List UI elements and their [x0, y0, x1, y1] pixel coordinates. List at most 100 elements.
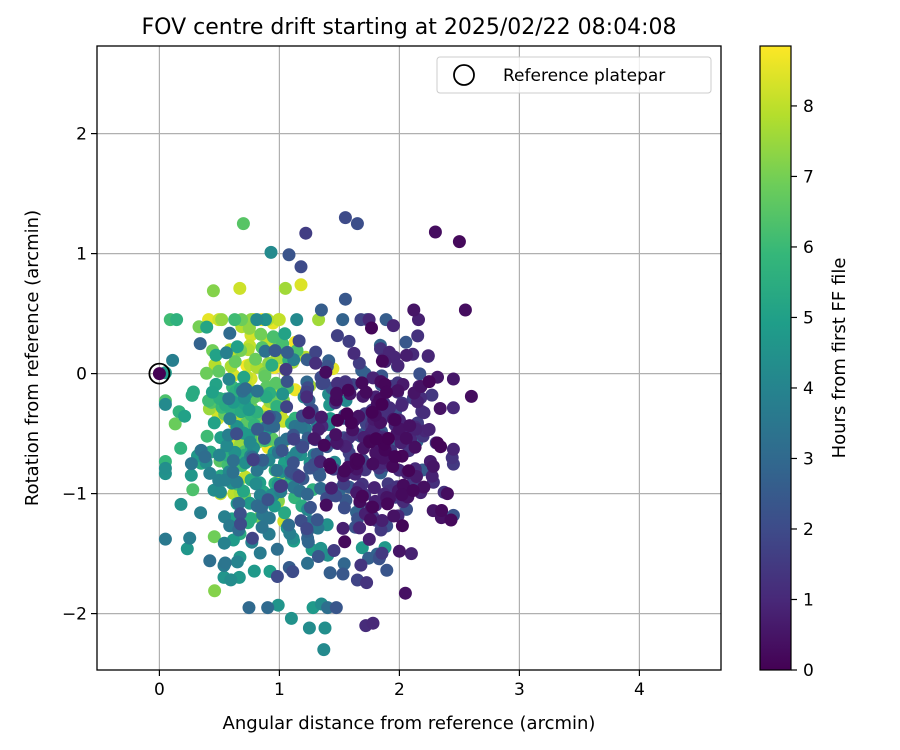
data-point [314, 410, 328, 424]
data-point [338, 535, 352, 549]
data-point [200, 366, 213, 380]
data-point [278, 327, 292, 341]
data-point [430, 436, 444, 450]
data-point [299, 226, 313, 240]
data-point [258, 431, 271, 445]
data-point [369, 432, 383, 446]
data-point [364, 513, 377, 526]
data-point [242, 601, 256, 615]
data-point [184, 457, 198, 471]
data-point [411, 329, 425, 343]
data-point [444, 513, 458, 527]
legend-marker-reference [453, 64, 475, 86]
data-point [206, 284, 220, 298]
data-point [273, 480, 287, 493]
colorbar-tick-label: 4 [803, 379, 814, 399]
data-point [233, 507, 247, 521]
data-point [404, 547, 418, 561]
y-tick-label: 1 [76, 245, 87, 265]
legend-label-reference: Reference platepar [503, 66, 665, 86]
data-point [152, 367, 166, 381]
reference-platepar-marker [148, 362, 171, 385]
data-point [413, 367, 427, 381]
data-point [428, 225, 442, 239]
colorbar-tick-label: 8 [803, 97, 814, 117]
data-point [212, 364, 226, 378]
data-point [218, 473, 232, 487]
y-tick-label: 0 [76, 365, 87, 385]
data-point [336, 521, 350, 535]
data-point [247, 564, 261, 578]
data-point [264, 245, 278, 259]
data-point [395, 488, 409, 502]
data-point [408, 440, 422, 454]
data-point [388, 413, 402, 427]
data-point [209, 348, 223, 362]
data-point [314, 303, 328, 317]
data-point [269, 376, 283, 390]
data-point [208, 584, 222, 598]
data-point [294, 260, 308, 274]
data-point [280, 400, 294, 414]
data-point [446, 372, 460, 386]
data-point [355, 376, 369, 390]
data-point [253, 546, 267, 560]
data-point [249, 477, 263, 491]
colorbar-tick-label: 7 [803, 167, 814, 187]
data-point [355, 489, 369, 503]
data-point [212, 448, 226, 462]
data-point [302, 621, 316, 635]
data-point [399, 431, 413, 445]
chart-title: FOV centre drift starting at 2025/02/22 … [142, 15, 677, 40]
data-point [375, 397, 389, 411]
data-point [300, 522, 314, 536]
data-point [271, 598, 285, 612]
data-point [275, 444, 289, 458]
data-point [249, 352, 262, 366]
data-point [254, 327, 268, 341]
data-point [186, 483, 200, 497]
colorbar-label: Hours from first FF file [829, 258, 850, 459]
data-point [282, 518, 296, 532]
data-point [309, 356, 323, 370]
data-point [347, 346, 361, 360]
data-point [353, 521, 367, 535]
data-point [324, 481, 338, 495]
data-point [266, 330, 280, 344]
legend: Reference platepar [436, 56, 712, 94]
data-point [302, 406, 316, 420]
data-point [236, 217, 250, 231]
colorbar-tick-label: 3 [803, 449, 814, 469]
x-tick-label: 0 [154, 680, 165, 700]
data-point [400, 348, 413, 362]
data-point [425, 469, 439, 483]
data-point [327, 544, 341, 557]
data-point [215, 313, 229, 327]
data-point [219, 346, 233, 360]
data-point [406, 484, 420, 497]
data-point [403, 419, 417, 433]
data-point [234, 517, 247, 531]
data-point [158, 532, 172, 546]
data-point [329, 428, 343, 442]
data-point [337, 464, 351, 478]
data-point [222, 392, 236, 406]
data-point [207, 530, 221, 544]
data-point [286, 565, 300, 579]
colorbar-tick-label: 5 [803, 308, 814, 328]
data-point [238, 382, 252, 396]
plot-frame [96, 45, 722, 671]
data-point [391, 359, 405, 373]
data-point [292, 334, 306, 348]
data-point [258, 369, 272, 383]
data-point [375, 354, 389, 368]
data-point [243, 435, 257, 449]
data-point [367, 481, 381, 495]
data-point [272, 313, 286, 327]
data-point [218, 556, 232, 570]
data-point [222, 372, 236, 386]
data-point [233, 281, 247, 295]
data-point [261, 411, 275, 425]
data-point [290, 313, 304, 327]
